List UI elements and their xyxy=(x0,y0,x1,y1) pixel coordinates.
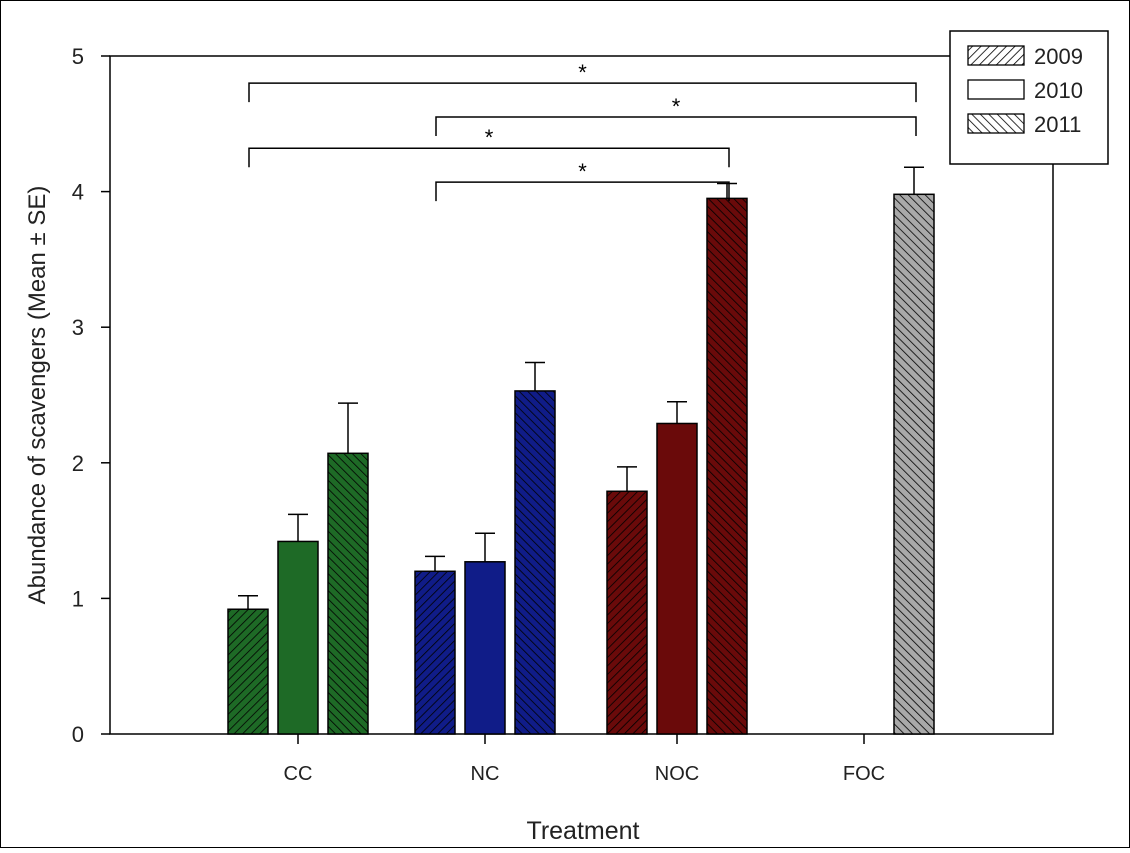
legend: 2009 2010 2011 xyxy=(949,30,1109,165)
legend-swatch-2009 xyxy=(967,45,1025,66)
bar-nc-2009 xyxy=(414,570,456,735)
legend-swatch-2010 xyxy=(967,79,1025,100)
bar-nc-2010 xyxy=(464,561,506,735)
y-tick-label: 4 xyxy=(72,180,84,205)
y-tick-label: 2 xyxy=(72,451,84,476)
y-tick-label: 0 xyxy=(72,722,84,747)
significance-label: * xyxy=(578,159,587,184)
bar-cc-2009 xyxy=(227,608,269,735)
x-tick-label: CC xyxy=(284,763,313,785)
y-axis-label: Abundance of scavengers (Mean ± SE) xyxy=(24,186,51,605)
x-tick-label: NOC xyxy=(655,763,699,785)
significance-label: * xyxy=(485,125,494,150)
x-tick-label: NC xyxy=(471,763,500,785)
bar-noc-2009 xyxy=(606,490,648,735)
error-bars xyxy=(238,166,924,610)
bar-nc-2011 xyxy=(514,390,556,735)
significance-brackets: * * * * xyxy=(248,60,917,202)
bar-cc-2010 xyxy=(277,540,319,735)
y-tick-label: 1 xyxy=(72,586,84,611)
x-axis-label: Treatment xyxy=(526,817,639,845)
y-tick-label: 5 xyxy=(72,44,84,69)
legend-label-2010: 2010 xyxy=(1034,78,1083,103)
significance-bracket xyxy=(435,116,917,137)
bar-noc-2010 xyxy=(656,422,698,735)
significance-label: * xyxy=(578,60,587,85)
plot-frame xyxy=(109,55,1054,735)
significance-bracket xyxy=(435,181,730,202)
significance-label: * xyxy=(672,94,681,119)
bar-cc-2011 xyxy=(327,452,369,735)
x-axis: CC NC NOC FOC xyxy=(284,734,885,785)
legend-label-2011: 2011 xyxy=(1034,112,1081,137)
bar-noc-2011 xyxy=(706,197,748,735)
significance-bracket xyxy=(248,147,730,168)
bar-foc-2011 xyxy=(893,193,935,735)
y-axis: 0 1 2 3 4 5 xyxy=(72,44,110,747)
bars xyxy=(227,193,935,735)
y-tick-label: 3 xyxy=(72,315,84,340)
legend-swatch-2011 xyxy=(967,113,1025,134)
x-tick-label: FOC xyxy=(843,763,885,785)
significance-bracket xyxy=(248,82,917,103)
legend-label-2009: 2009 xyxy=(1034,44,1083,69)
